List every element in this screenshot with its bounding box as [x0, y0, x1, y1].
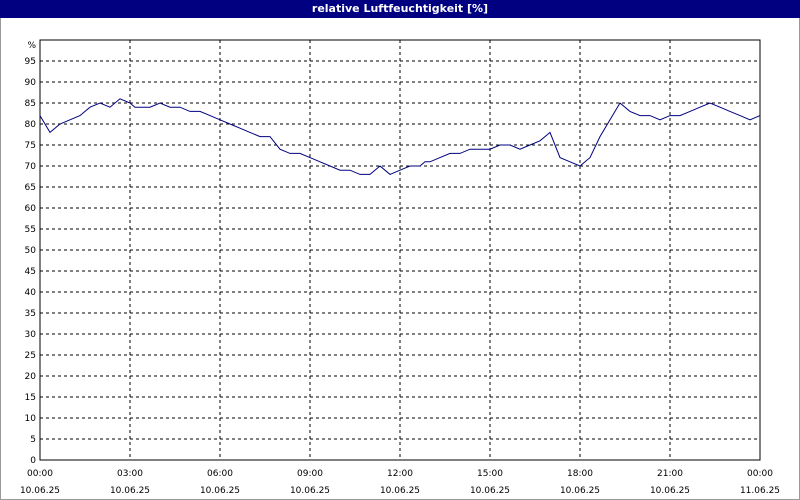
- y-tick-label: 30: [25, 330, 37, 340]
- y-tick-label: 40: [25, 288, 37, 298]
- y-tick-label: 10: [25, 414, 37, 424]
- y-tick-label: 20: [25, 372, 37, 382]
- y-tick-label: 85: [25, 99, 36, 109]
- x-tick-date: 10.06.25: [380, 486, 420, 496]
- y-tick-label: 70: [25, 162, 37, 172]
- y-tick-label: 60: [25, 204, 37, 214]
- y-tick-label: 15: [25, 393, 36, 403]
- x-tick-date: 10.06.25: [200, 486, 240, 496]
- y-tick-label: 5: [30, 435, 36, 445]
- x-tick-time: 21:00: [657, 469, 683, 479]
- humidity-series-line: [39, 98, 761, 175]
- grid: [40, 40, 760, 460]
- y-tick-label: 0: [30, 456, 36, 466]
- x-tick-date: 10.06.25: [20, 486, 60, 496]
- x-tick-time: 00:00: [747, 469, 773, 479]
- x-tick-time: 15:00: [477, 469, 503, 479]
- y-axis-labels: 0 5 10 15 20 25 30 35 40 45 50 55 60 65 70 75 80 85 90 95: [25, 57, 37, 466]
- y-tick-label: 45: [25, 267, 36, 277]
- x-tick-time: 06:00: [207, 469, 233, 479]
- x-tick-date: 10.06.25: [650, 486, 690, 496]
- y-tick-label: 95: [25, 57, 36, 67]
- x-axis-labels: 00:00 10.06.25 03:00 10.06.25 06:00 10.06.25 0…: [20, 469, 780, 496]
- y-tick-label: 80: [25, 120, 37, 130]
- y-tick-label: 55: [25, 225, 36, 235]
- y-tick-label: 75: [25, 141, 36, 151]
- x-tick-date: 10.06.25: [290, 486, 330, 496]
- x-tick-date: 10.06.25: [470, 486, 510, 496]
- y-tick-label: 65: [25, 183, 36, 193]
- x-tick-time: 09:00: [297, 469, 323, 479]
- x-tick-time: 12:00: [387, 469, 413, 479]
- y-tick-label: 35: [25, 309, 36, 319]
- x-tick-date: 10.06.25: [560, 486, 600, 496]
- x-tick-time: 03:00: [117, 469, 143, 479]
- chart-title: relative Luftfeuchtigkeit [%]: [0, 0, 800, 18]
- y-tick-label: 25: [25, 351, 36, 361]
- x-tick-date: 10.06.25: [110, 486, 150, 496]
- x-tick-time: 18:00: [567, 469, 593, 479]
- y-tick-label: 50: [25, 246, 37, 256]
- y-tick-label: 90: [25, 78, 37, 88]
- y-axis-unit: %: [27, 41, 36, 51]
- plot-area: [39, 39, 761, 461]
- x-tick-date: 11.06.25: [740, 486, 780, 496]
- x-tick-time: 00:00: [27, 469, 53, 479]
